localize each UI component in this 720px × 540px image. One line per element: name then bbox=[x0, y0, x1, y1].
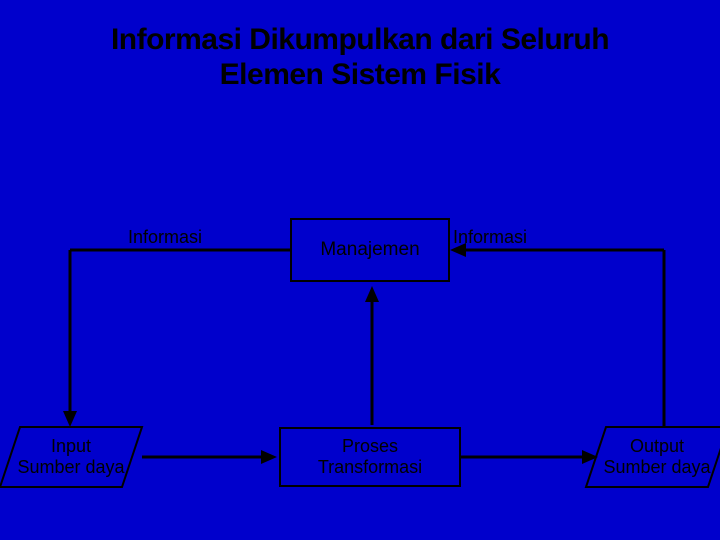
parallelogram-input-label: InputSumber daya bbox=[0, 436, 151, 477]
proses-label: ProsesTransformasi bbox=[318, 436, 422, 478]
diagram-stage: Informasi Dikumpulkan dari SeluruhElemen… bbox=[0, 0, 720, 540]
title-line-1: Informasi Dikumpulkan dari Seluruh bbox=[111, 23, 609, 56]
arrow-head bbox=[365, 286, 379, 302]
box-proses: ProsesTransformasi bbox=[279, 427, 461, 487]
arrow-head bbox=[63, 411, 77, 427]
label-informasi_left: Informasi bbox=[105, 227, 225, 248]
parallelogram-output-label: OutputSumber daya bbox=[577, 436, 720, 477]
manajemen-label: Manajemen bbox=[320, 239, 419, 261]
box-manajemen: Manajemen bbox=[290, 218, 450, 282]
slide-title: Informasi Dikumpulkan dari SeluruhElemen… bbox=[0, 22, 720, 93]
title-line-2: Elemen Sistem Fisik bbox=[220, 58, 501, 91]
arrow-head bbox=[261, 450, 277, 464]
